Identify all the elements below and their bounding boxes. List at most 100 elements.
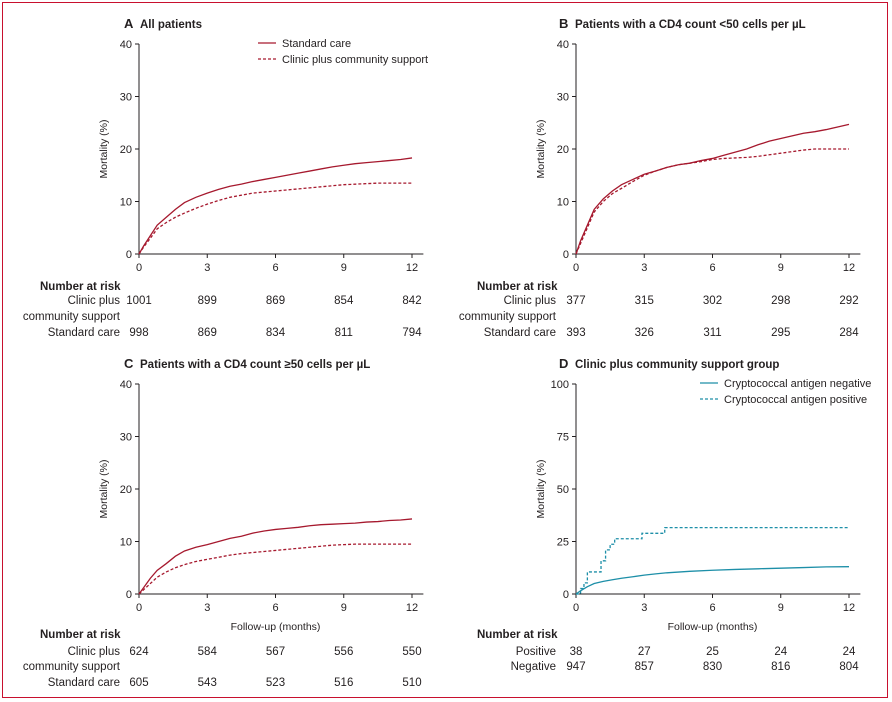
risk-row-label: Standard care: [484, 327, 556, 339]
x-tick-label: 12: [843, 262, 855, 274]
risk-value: 377: [566, 295, 585, 307]
y-tick-label: 75: [557, 432, 569, 444]
risk-value: 869: [266, 295, 285, 307]
risk-value: 523: [266, 677, 285, 689]
risk-value: 857: [635, 661, 654, 673]
legend-label: Clinic plus community support: [282, 54, 428, 66]
y-tick-label: 20: [120, 144, 132, 156]
risk-value: 550: [402, 646, 421, 658]
risk-value: 311: [703, 327, 721, 339]
x-tick-label: 9: [341, 602, 347, 614]
y-tick-label: 50: [557, 484, 569, 496]
y-tick-label: 30: [557, 92, 569, 104]
y-tick-label: 20: [120, 484, 132, 496]
x-tick-label: 9: [778, 262, 784, 274]
risk-row-label: community support: [459, 311, 557, 323]
axes-c: [138, 384, 424, 595]
panel-label-a: A: [124, 16, 134, 31]
risk-value: 326: [635, 327, 654, 339]
series-line-dashed: [576, 526, 849, 595]
risk-row-label: Positive: [516, 646, 556, 658]
risk-value: 816: [771, 661, 790, 673]
panel-d: D Clinic plus community support group 0 25 5…: [477, 356, 871, 673]
risk-table-heading: Number at risk: [40, 629, 121, 641]
panel-title-a: All patients: [140, 19, 202, 31]
risk-value: 899: [198, 295, 217, 307]
x-axis-label: Follow-up (months): [231, 621, 321, 633]
y-tick-label: 0: [126, 249, 132, 261]
series-line-dashed: [575, 148, 849, 255]
risk-row-label: community support: [23, 661, 121, 673]
risk-row-label: Clinic plus: [68, 295, 121, 307]
risk-value: 298: [771, 295, 790, 307]
y-tick-label: 10: [557, 197, 569, 209]
x-tick-label: 6: [272, 262, 278, 274]
legend-label: Cryptococcal antigen positive: [724, 394, 867, 406]
risk-value: 584: [198, 646, 218, 658]
risk-value: 1001: [126, 295, 152, 307]
risk-value: 510: [402, 677, 421, 689]
risk-value: 830: [703, 661, 722, 673]
y-tick-label: 40: [120, 39, 132, 51]
y-tick-label: 30: [120, 432, 132, 444]
panel-label-c: C: [124, 356, 134, 371]
series-line-solid: [575, 123, 850, 255]
risk-value: 624: [129, 646, 149, 658]
risk-value: 27: [638, 646, 651, 658]
y-axis-label: Mortality (%): [535, 460, 547, 519]
panel-title-c: Patients with a CD4 count ≥50 cells per …: [140, 359, 370, 371]
y-axis-label: Mortality (%): [535, 120, 547, 179]
x-tick-label: 0: [573, 262, 579, 274]
axes-a: [138, 44, 424, 255]
y-axis-label: Mortality (%): [98, 120, 110, 179]
risk-value: 605: [129, 677, 148, 689]
x-tick-label: 12: [406, 262, 418, 274]
risk-value: 804: [839, 661, 859, 673]
x-tick-label: 6: [709, 602, 715, 614]
risk-row-label: Standard care: [48, 327, 120, 339]
risk-value: 556: [334, 646, 353, 658]
y-tick-label: 40: [557, 39, 569, 51]
panel-label-b: B: [559, 16, 568, 31]
panel-a: A All patients 0 10 20 30 40 0 3 6 9 12 Mortality (%…: [23, 16, 428, 339]
y-tick-label: 10: [120, 537, 132, 549]
y-tick-label: 25: [557, 537, 569, 549]
panel-c: C Patients with a CD4 count ≥50 cells per…: [23, 356, 424, 689]
risk-value: 834: [266, 327, 286, 339]
panel-title-b: Patients with a CD4 count <50 cells per …: [575, 19, 806, 31]
panel-label-d: D: [559, 356, 568, 371]
series-line-dashed: [138, 543, 412, 595]
x-tick-label: 6: [272, 602, 278, 614]
series-line-solid: [138, 518, 413, 595]
series-line-solid: [138, 157, 413, 255]
risk-value: 25: [706, 646, 719, 658]
axes-d: [575, 384, 861, 595]
x-tick-label: 9: [778, 602, 784, 614]
series-line-solid: [575, 566, 850, 595]
legend-label: Cryptococcal antigen negative: [724, 378, 871, 390]
risk-row-label: Standard care: [48, 677, 120, 689]
y-tick-label: 10: [120, 197, 132, 209]
risk-value: 292: [839, 295, 858, 307]
y-tick-label: 20: [557, 144, 569, 156]
y-tick-label: 0: [126, 589, 132, 601]
risk-table-heading: Number at risk: [477, 629, 558, 641]
y-axis-label: Mortality (%): [98, 460, 110, 519]
risk-row-label: community support: [23, 311, 121, 323]
risk-value: 24: [774, 646, 787, 658]
risk-row-label: Clinic plus: [504, 295, 557, 307]
panel-b: B Patients with a CD4 count <50 cells per…: [459, 16, 861, 339]
risk-value: 302: [703, 295, 722, 307]
risk-value: 315: [635, 295, 654, 307]
risk-value: 947: [566, 661, 585, 673]
x-tick-label: 3: [204, 602, 210, 614]
x-tick-label: 6: [709, 262, 715, 274]
risk-value: 998: [129, 327, 148, 339]
risk-table-heading: Number at risk: [477, 281, 558, 293]
x-tick-label: 0: [136, 602, 142, 614]
legend-label: Standard care: [282, 38, 351, 50]
risk-value: 869: [198, 327, 217, 339]
x-tick-label: 3: [204, 262, 210, 274]
